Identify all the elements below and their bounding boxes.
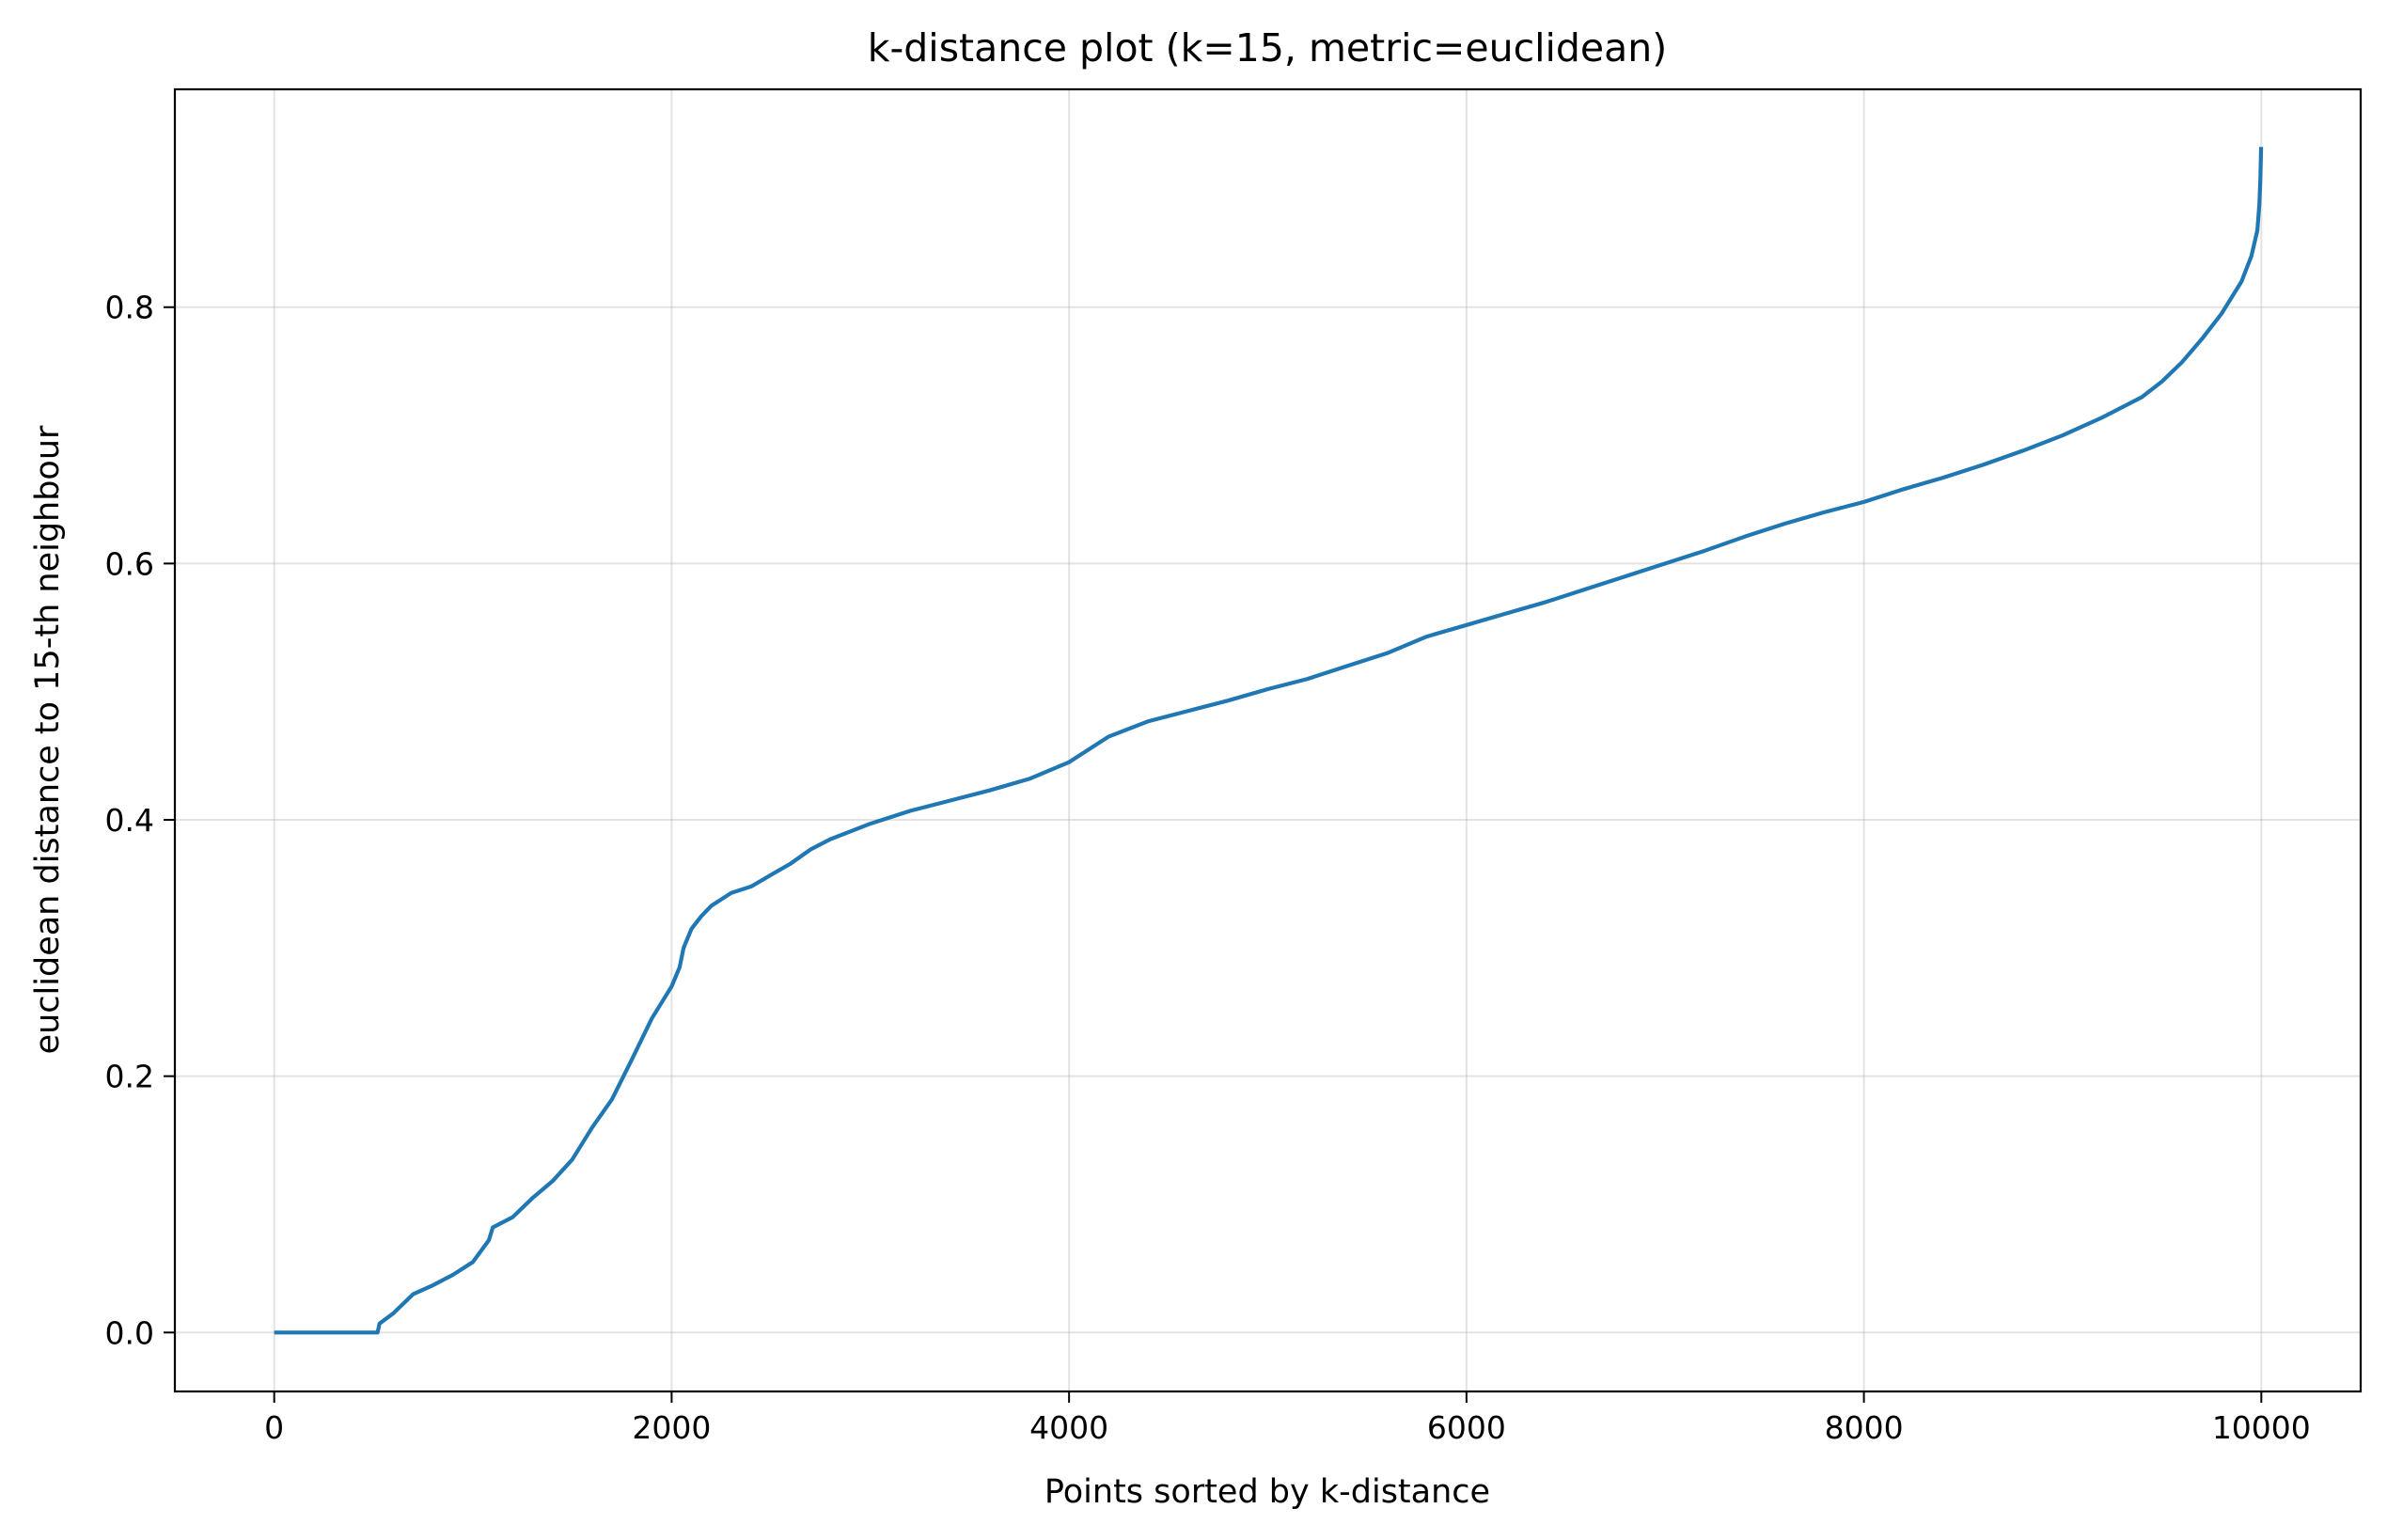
plot-area [274,147,2264,1335]
y-axis: 0.0 0.2 0.4 0.6 0.8 [105,290,175,1351]
y-axis-label: euclidean distance to 15-th neighbour [29,425,67,1054]
axes-frame [173,87,2363,1393]
grid [175,89,2361,1391]
x-tick-label: 6000 [1427,1409,1506,1446]
y-tick-label: 0.0 [105,1314,154,1351]
x-tick-label: 8000 [1825,1409,1904,1446]
series-line [274,147,2264,1335]
x-axis: 0 2000 4000 6000 8000 10000 [264,1391,2311,1446]
x-tick-label: 10000 [2212,1409,2311,1446]
x-axis-label: Points sorted by k-distance [1044,1473,1490,1511]
y-tick-label: 0.6 [105,545,154,582]
x-tick-label: 0 [264,1409,284,1446]
y-tick-label: 0.8 [105,290,154,326]
x-tick-label: 2000 [632,1409,711,1446]
y-tick-label: 0.2 [105,1059,154,1095]
y-tick-label: 0.4 [105,802,154,839]
x-tick-label: 4000 [1029,1409,1108,1446]
chart-title: k-distance plot (k=15, metric=euclidean) [868,25,1668,71]
